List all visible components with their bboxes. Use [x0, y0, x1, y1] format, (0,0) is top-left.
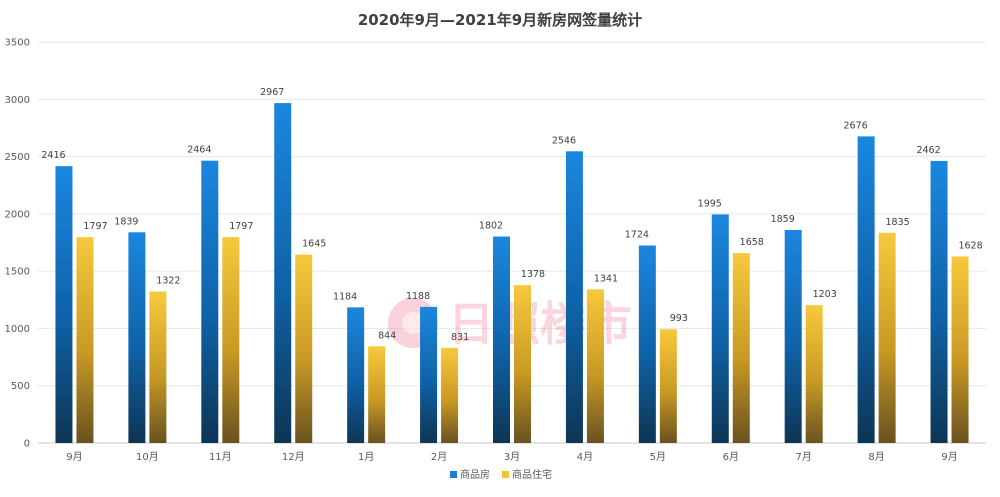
- data-label: 1645: [302, 239, 326, 250]
- data-label: 1203: [813, 289, 837, 300]
- x-tick-label: 4月: [577, 451, 593, 463]
- data-label: 1341: [594, 273, 618, 284]
- data-label: 1802: [479, 221, 503, 232]
- legend-entry: 商品房: [460, 468, 490, 481]
- y-tick-label: 3500: [5, 38, 30, 49]
- data-label: 1724: [625, 229, 649, 240]
- watermark-text: 日照楼市: [448, 297, 632, 351]
- x-tick-label: 3月: [504, 451, 520, 463]
- bar: [295, 254, 313, 443]
- y-tick-label: 0: [24, 439, 30, 450]
- data-label: 844: [378, 330, 396, 341]
- data-label: 2462: [916, 145, 940, 156]
- x-tick-label: 11月: [209, 451, 232, 463]
- bar: [514, 285, 531, 443]
- x-tick-label: 9月: [66, 451, 82, 463]
- bar: [659, 329, 677, 443]
- data-label: 1797: [229, 221, 253, 232]
- x-tick-label: 2月: [431, 451, 447, 463]
- bar: [951, 256, 969, 443]
- bar: [857, 136, 875, 443]
- legend-entry: 商品住宅: [512, 468, 552, 481]
- legend: 商品房 商品住宅: [450, 468, 552, 481]
- bar: [274, 103, 292, 443]
- data-label: 2676: [844, 120, 868, 131]
- data-label: 1184: [333, 291, 357, 302]
- data-label: 2416: [41, 150, 65, 161]
- data-label: 1658: [740, 237, 764, 248]
- x-tick-label: 6月: [723, 451, 739, 463]
- x-tick-label: 12月: [282, 451, 305, 463]
- data-label: 1839: [114, 216, 138, 227]
- y-tick-label: 3000: [5, 95, 30, 106]
- data-label: 1378: [521, 269, 545, 280]
- data-label: 1995: [698, 198, 722, 209]
- x-tick-label: 7月: [796, 451, 812, 463]
- bar: [586, 289, 604, 443]
- bar: [565, 151, 583, 443]
- x-tick-label: 5月: [650, 451, 666, 463]
- data-label: 2546: [552, 135, 576, 146]
- data-label: 831: [451, 332, 469, 343]
- data-labels-layer: 2416 1797 1839 1322 2464 1797 2967 1645 1184 844 1…: [41, 87, 982, 343]
- y-tick-label: 1500: [5, 267, 30, 278]
- x-tick-label: 10月: [136, 451, 159, 463]
- bar: [201, 160, 219, 444]
- data-label: 2464: [187, 145, 211, 156]
- bar: [55, 166, 73, 443]
- bar: [420, 306, 438, 443]
- bar: [711, 214, 729, 443]
- bar: [784, 230, 802, 443]
- x-tick-label: 9月: [941, 451, 957, 463]
- data-label: 2967: [260, 87, 284, 98]
- bar: [930, 160, 948, 443]
- x-tick-label: 8月: [868, 451, 884, 463]
- bar: [732, 253, 750, 443]
- bar: [805, 305, 823, 443]
- grid-layer: [38, 41, 986, 444]
- y-tick-label: 2000: [5, 209, 30, 220]
- legend-swatch: [450, 471, 457, 478]
- data-label: 1859: [771, 214, 795, 225]
- y-tick-label: 1000: [5, 324, 30, 335]
- y-tick-label: 2500: [5, 152, 30, 163]
- chart-title: 2020年9月—2021年9月新房网签量统计: [358, 11, 642, 29]
- bar: [149, 291, 167, 443]
- data-label: 1835: [886, 217, 910, 228]
- logo-inner-icon: [402, 312, 424, 334]
- bar: [76, 237, 94, 443]
- data-label: 1188: [406, 291, 430, 302]
- bar: [368, 346, 386, 443]
- bar: [128, 232, 146, 443]
- x-tick-label: 1月: [358, 451, 374, 463]
- bar: [878, 232, 896, 443]
- data-label: 1628: [958, 240, 982, 251]
- bar: [493, 236, 510, 443]
- bars-layer: [55, 103, 969, 444]
- y-tick-label: 500: [11, 381, 30, 392]
- data-label: 993: [670, 313, 688, 324]
- bar: [222, 237, 240, 443]
- bar: [347, 307, 365, 443]
- ticks-layer: 0 500 1000 1500 2000 2500 3000 3500 9月 10月 11月 12月 1…: [5, 38, 958, 464]
- bar: [441, 347, 459, 443]
- data-label: 1797: [83, 221, 107, 232]
- data-label: 1322: [156, 276, 180, 287]
- legend-swatch: [502, 471, 509, 478]
- bar: [638, 245, 656, 443]
